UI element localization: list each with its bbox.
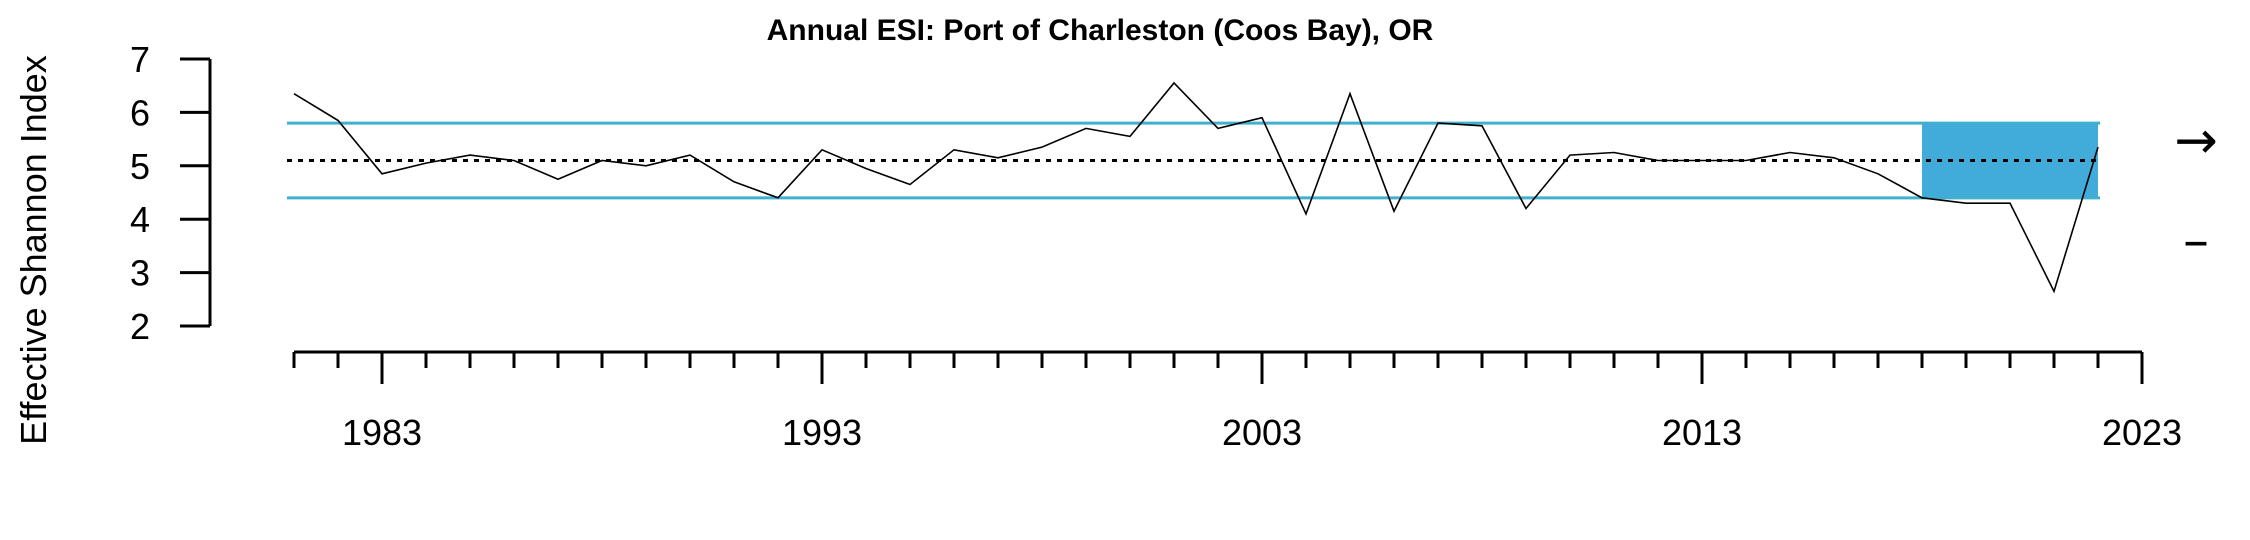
y-tick-label: 7: [130, 39, 150, 80]
y-tick-label: 5: [130, 146, 150, 187]
chart-title: Annual ESI: Port of Charleston (Coos Bay…: [767, 14, 1434, 47]
y-tick-label: 4: [130, 199, 150, 240]
sd-trend-indicator: –: [2183, 211, 2209, 271]
y-axis-title: Effective Shannon Index: [13, 55, 54, 445]
plot-area: 2 3 4 5 6 7 1983 1993 2003 2013 2023: [130, 39, 2182, 453]
x-tick-label: 2013: [1662, 412, 1742, 453]
x-tick-label: 1993: [782, 412, 862, 453]
x-tick-label: 1983: [342, 412, 422, 453]
series-line: [293, 81, 2099, 294]
mean-trend-indicator: →: [2174, 111, 2218, 171]
y-tick-label: 2: [130, 306, 150, 347]
y-tick-label: 6: [130, 92, 150, 133]
x-tick-label: 2023: [2102, 412, 2182, 453]
y-tick-label: 3: [130, 253, 150, 294]
x-tick-label: 2003: [1222, 412, 1302, 453]
